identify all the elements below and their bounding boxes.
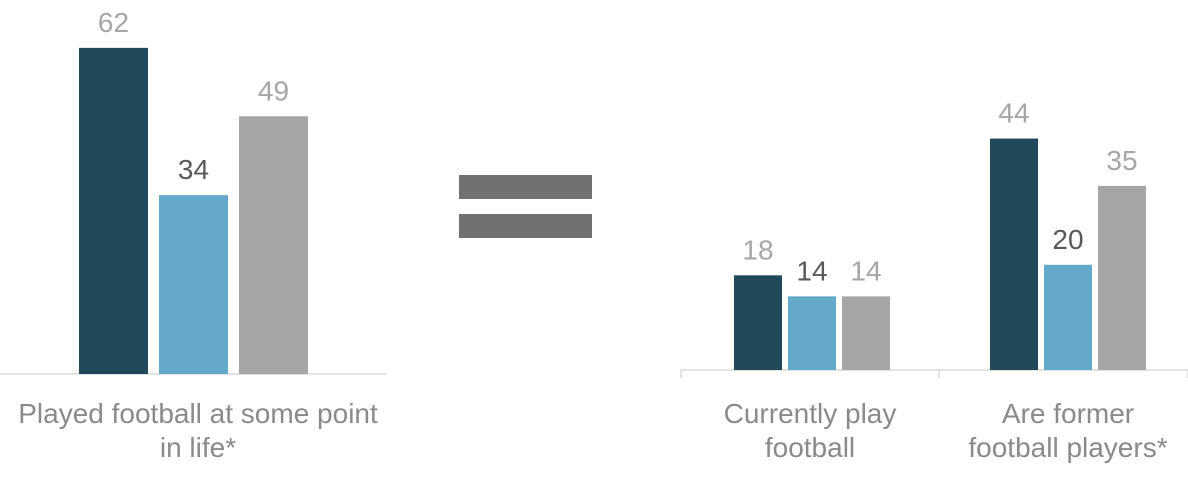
bar-value-label: 49 [258, 75, 289, 106]
bar [842, 296, 890, 370]
bar [1098, 186, 1146, 370]
bar-value-label: 35 [1106, 145, 1137, 176]
bar-value-label: 62 [98, 7, 129, 38]
bar-value-label: 18 [742, 234, 773, 265]
bar [788, 296, 836, 370]
bar [1044, 265, 1092, 370]
category-label-currently-play: Currently play football [681, 397, 939, 465]
category-label-former-players: Are former football players* [960, 397, 1176, 465]
bar-value-label: 44 [998, 98, 1029, 129]
bar [159, 195, 228, 374]
bar-value-label: 20 [1052, 224, 1083, 255]
bar [990, 139, 1038, 370]
bar [734, 275, 782, 370]
bar [239, 116, 308, 374]
bar-value-label: 14 [796, 255, 827, 286]
bar [79, 48, 148, 374]
category-label-played-ever: Played football at some point in life* [10, 397, 386, 465]
equals-sign-top-bar [459, 175, 592, 199]
bar-value-label: 34 [178, 154, 209, 185]
bar-value-label: 14 [850, 255, 881, 286]
equals-sign-bottom-bar [459, 214, 592, 238]
